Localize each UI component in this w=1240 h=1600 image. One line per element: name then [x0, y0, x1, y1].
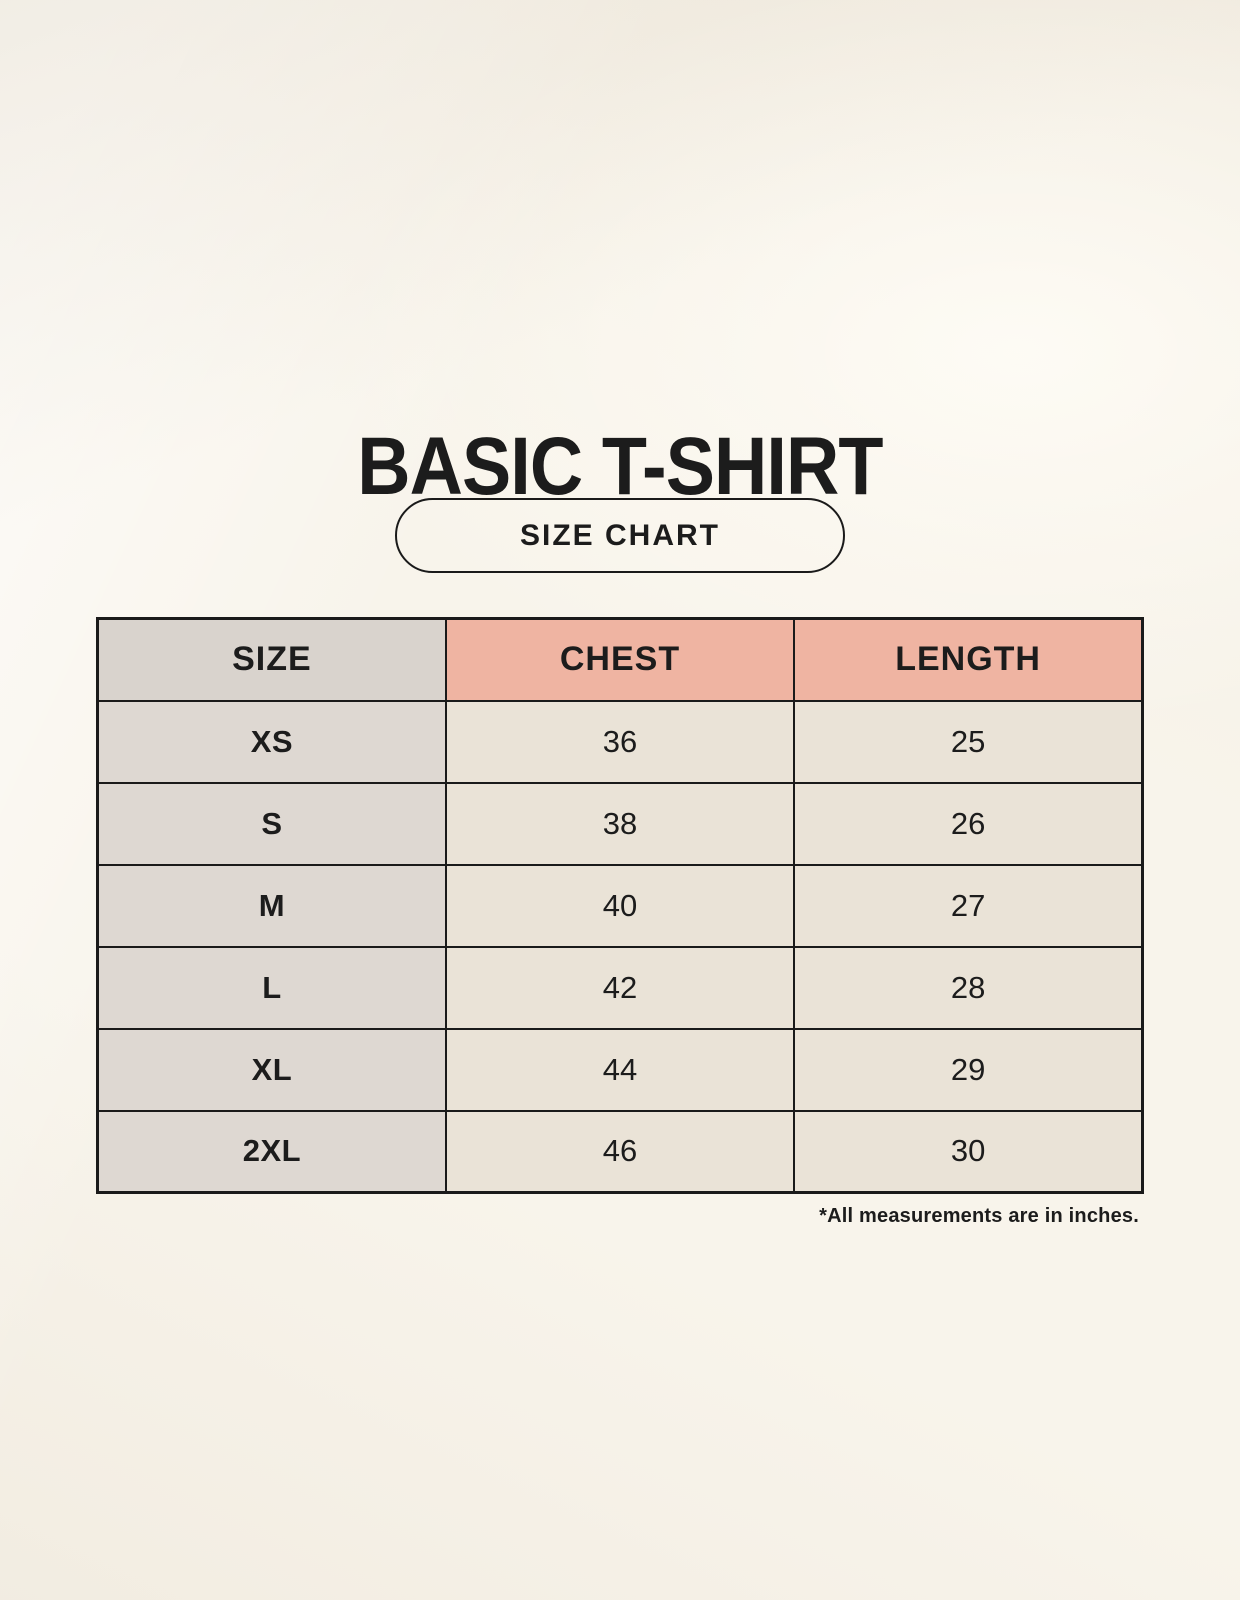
- table-row: XS 36 25: [96, 699, 1144, 784]
- measurement-cell: 29: [793, 1027, 1144, 1112]
- table-row: S 38 26: [96, 781, 1144, 866]
- size-chart-badge-button[interactable]: SIZE CHART: [395, 498, 845, 573]
- size-chart-table: SIZE CHEST LENGTH XS 36 25 S 38 26 M 40 27 L 42 28 XL 4…: [96, 617, 1144, 1194]
- table-header-row: SIZE CHEST LENGTH: [96, 617, 1144, 702]
- measurement-cell: 42: [444, 945, 796, 1030]
- size-cell: L: [96, 945, 447, 1030]
- measurement-cell: 25: [793, 699, 1144, 784]
- column-header-chest: CHEST: [444, 617, 796, 702]
- measurement-cell: 38: [444, 781, 796, 866]
- column-header-length: LENGTH: [793, 617, 1144, 702]
- size-cell: S: [96, 781, 447, 866]
- table-row: 2XL 46 30: [96, 1109, 1144, 1194]
- page-title-text: BASIC T-SHIRT: [357, 420, 883, 512]
- measurement-cell: 46: [444, 1109, 796, 1194]
- size-cell: XS: [96, 699, 447, 784]
- page-title: BASIC T-SHIRT: [0, 420, 1240, 512]
- size-chart-table-container: SIZE CHEST LENGTH XS 36 25 S 38 26 M 40 27 L 42 28 XL 4…: [96, 617, 1144, 1194]
- measurement-cell: 30: [793, 1109, 1144, 1194]
- size-cell: 2XL: [96, 1109, 447, 1194]
- table-row: XL 44 29: [96, 1027, 1144, 1112]
- table-row: L 42 28: [96, 945, 1144, 1030]
- size-chart-badge-label: SIZE CHART: [520, 518, 720, 552]
- size-cell: M: [96, 863, 447, 948]
- table-body: XS 36 25 S 38 26 M 40 27 L 42 28 XL 44 29 2XL 46 30: [96, 699, 1144, 1194]
- measurement-cell: 26: [793, 781, 1144, 866]
- measurement-cell: 40: [444, 863, 796, 948]
- measurement-cell: 28: [793, 945, 1144, 1030]
- size-cell: XL: [96, 1027, 447, 1112]
- table-row: M 40 27: [96, 863, 1144, 948]
- column-header-size: SIZE: [96, 617, 447, 702]
- measurement-cell: 27: [793, 863, 1144, 948]
- measurement-cell: 36: [444, 699, 796, 784]
- measurement-cell: 44: [444, 1027, 796, 1112]
- measurements-footnote: *All measurements are in inches.: [819, 1205, 1139, 1227]
